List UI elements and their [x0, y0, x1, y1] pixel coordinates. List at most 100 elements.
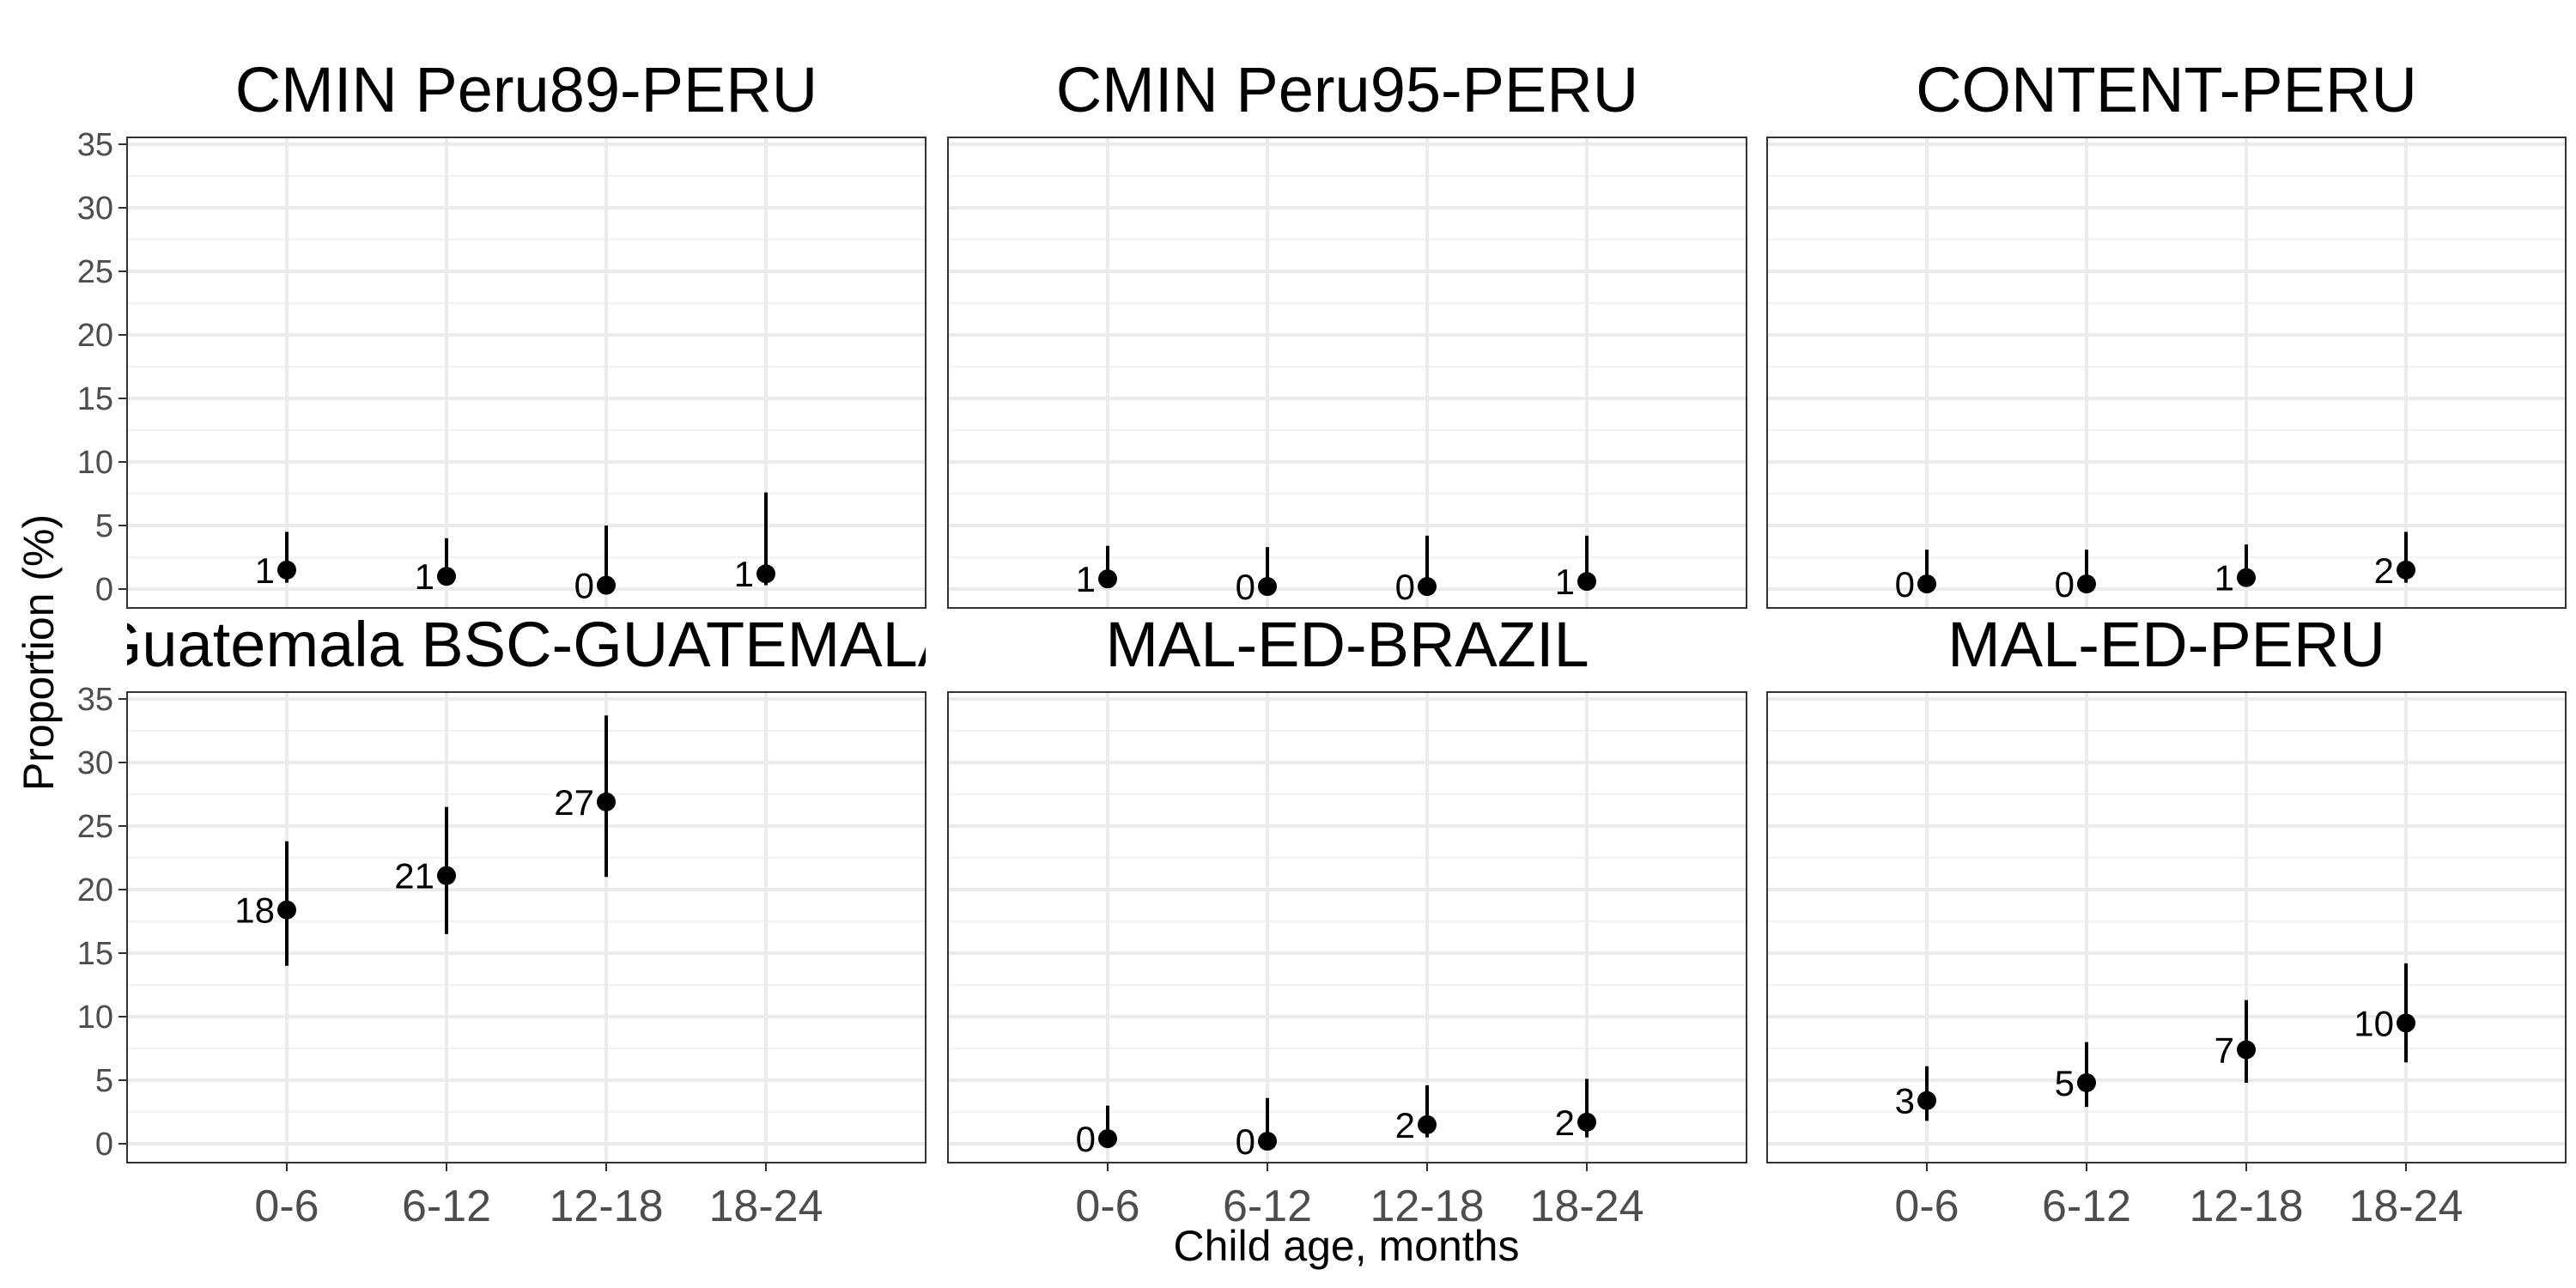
data-point: [1917, 1091, 1936, 1110]
y-tick-label: 35: [77, 682, 113, 718]
y-tick-label: 30: [77, 745, 113, 781]
x-tick-label: 0-6: [254, 1182, 319, 1231]
facet-panel: MAL-ED-PERU 0-6 6-12 12-18 18-24 3 5 7 10: [1766, 609, 2567, 1231]
data-label: 18: [234, 890, 275, 931]
data-point: [1917, 574, 1936, 594]
data-point: [597, 792, 616, 811]
facet-panel: Guatemala BSC-GUATEMALA 0 5 10 15 20 25 30 35 0-6…: [77, 609, 961, 1231]
data-label: 0: [1076, 1119, 1096, 1159]
x-tick-label: 18-24: [1530, 1182, 1644, 1231]
data-label: 2: [2374, 550, 2394, 591]
y-tick-label: 25: [77, 254, 113, 290]
data-point: [1258, 577, 1277, 597]
panel-background: [948, 137, 1747, 608]
data-label: 5: [2055, 1063, 2075, 1103]
data-label: 3: [1895, 1081, 1915, 1121]
data-label: 27: [554, 782, 594, 823]
y-axis-title: Proportion (%): [15, 514, 63, 791]
data-point: [1098, 1129, 1117, 1149]
panel-title: Guatemala BSC-GUATEMALA: [93, 609, 961, 680]
y-tick-label: 0: [95, 572, 113, 608]
x-tick-label: 6-12: [402, 1182, 491, 1231]
panel-background: [127, 137, 926, 608]
data-point: [1098, 569, 1117, 589]
data-point: [1418, 1115, 1437, 1134]
panel-title: CMIN Peru95-PERU: [1056, 54, 1639, 125]
data-label: 0: [574, 566, 594, 606]
x-tick-label: 12-18: [550, 1182, 664, 1231]
x-tick-label: 18-24: [2349, 1182, 2464, 1231]
y-tick-label: 25: [77, 809, 113, 845]
data-point: [1258, 1132, 1277, 1151]
data-label: 2: [1395, 1105, 1415, 1145]
facet-panel: CMIN Peru95-PERU 1 0 0 1: [947, 54, 1747, 609]
data-label: 10: [2354, 1003, 2394, 1043]
data-point: [1418, 577, 1437, 597]
data-point: [2077, 574, 2096, 594]
y-tick-label: 5: [95, 1063, 113, 1099]
data-point: [1577, 1112, 1596, 1132]
panel-border: [947, 137, 1747, 609]
data-label: 0: [1395, 567, 1415, 607]
panel-border: [1766, 137, 2567, 609]
data-point: [597, 575, 616, 595]
data-label: 1: [1555, 562, 1575, 602]
data-label: 1: [1076, 559, 1096, 599]
data-label: 0: [2055, 564, 2075, 605]
data-label: 21: [394, 856, 434, 896]
y-tick-label: 10: [77, 445, 113, 481]
x-tick-label: 12-18: [1370, 1182, 1485, 1231]
data-point: [1577, 572, 1596, 592]
data-point: [277, 560, 296, 580]
data-label: 2: [1555, 1103, 1575, 1143]
data-point: [437, 567, 456, 586]
panel-border: [1766, 691, 2567, 1163]
x-tick-label: 0-6: [1075, 1182, 1139, 1231]
panel-background: [1767, 692, 2566, 1163]
panel-background: [1767, 137, 2566, 608]
data-label: 7: [2215, 1030, 2234, 1070]
facet-panel: CONTENT-PERU 0 0 1 2: [1766, 54, 2567, 609]
axis-titles: Proportion (%) Child age, months: [15, 514, 1520, 1270]
x-tick-label: 6-12: [2042, 1182, 2131, 1231]
data-point: [437, 866, 456, 885]
data-point: [2397, 1013, 2415, 1033]
x-tick-label: 0-6: [1894, 1182, 1959, 1231]
y-tick-label: 15: [77, 381, 113, 417]
data-label: 1: [734, 554, 754, 594]
y-tick-label: 15: [77, 936, 113, 972]
y-tick-label: 5: [95, 508, 113, 544]
data-point: [2077, 1072, 2096, 1092]
facet-panel: MAL-ED-BRAZIL 0-6 6-12 12-18 18-24 0 0 2 2: [947, 609, 1747, 1231]
data-label: 1: [255, 550, 275, 591]
x-axis-title: Child age, months: [1173, 1222, 1519, 1270]
data-label: 1: [415, 556, 434, 597]
data-label: 0: [1236, 567, 1255, 607]
x-tick-label: 12-18: [2190, 1182, 2304, 1231]
data-point: [277, 900, 296, 920]
x-tick-label: 18-24: [709, 1182, 823, 1231]
panel-background: [948, 692, 1747, 1163]
data-label: 0: [1895, 564, 1915, 605]
y-tick-label: 0: [95, 1127, 113, 1163]
y-tick-label: 10: [77, 999, 113, 1036]
y-tick-label: 20: [77, 872, 113, 908]
y-tick-label: 20: [77, 318, 113, 354]
panel-border: [947, 691, 1747, 1163]
y-tick-label: 35: [77, 127, 113, 163]
panel-title: CONTENT-PERU: [1916, 54, 2417, 125]
data-label: 1: [2215, 558, 2234, 598]
data-point: [2237, 1040, 2256, 1060]
panel-border: [126, 137, 927, 609]
panel-background: [127, 692, 926, 1163]
x-tick-label: 6-12: [1223, 1182, 1312, 1231]
panel-title: MAL-ED-PERU: [1947, 609, 2385, 680]
data-point: [2397, 560, 2415, 580]
panel-title: CMIN Peru89-PERU: [235, 54, 818, 125]
data-point: [756, 564, 775, 584]
panel-title: MAL-ED-BRAZIL: [1105, 609, 1589, 680]
panel-border: [126, 691, 927, 1163]
